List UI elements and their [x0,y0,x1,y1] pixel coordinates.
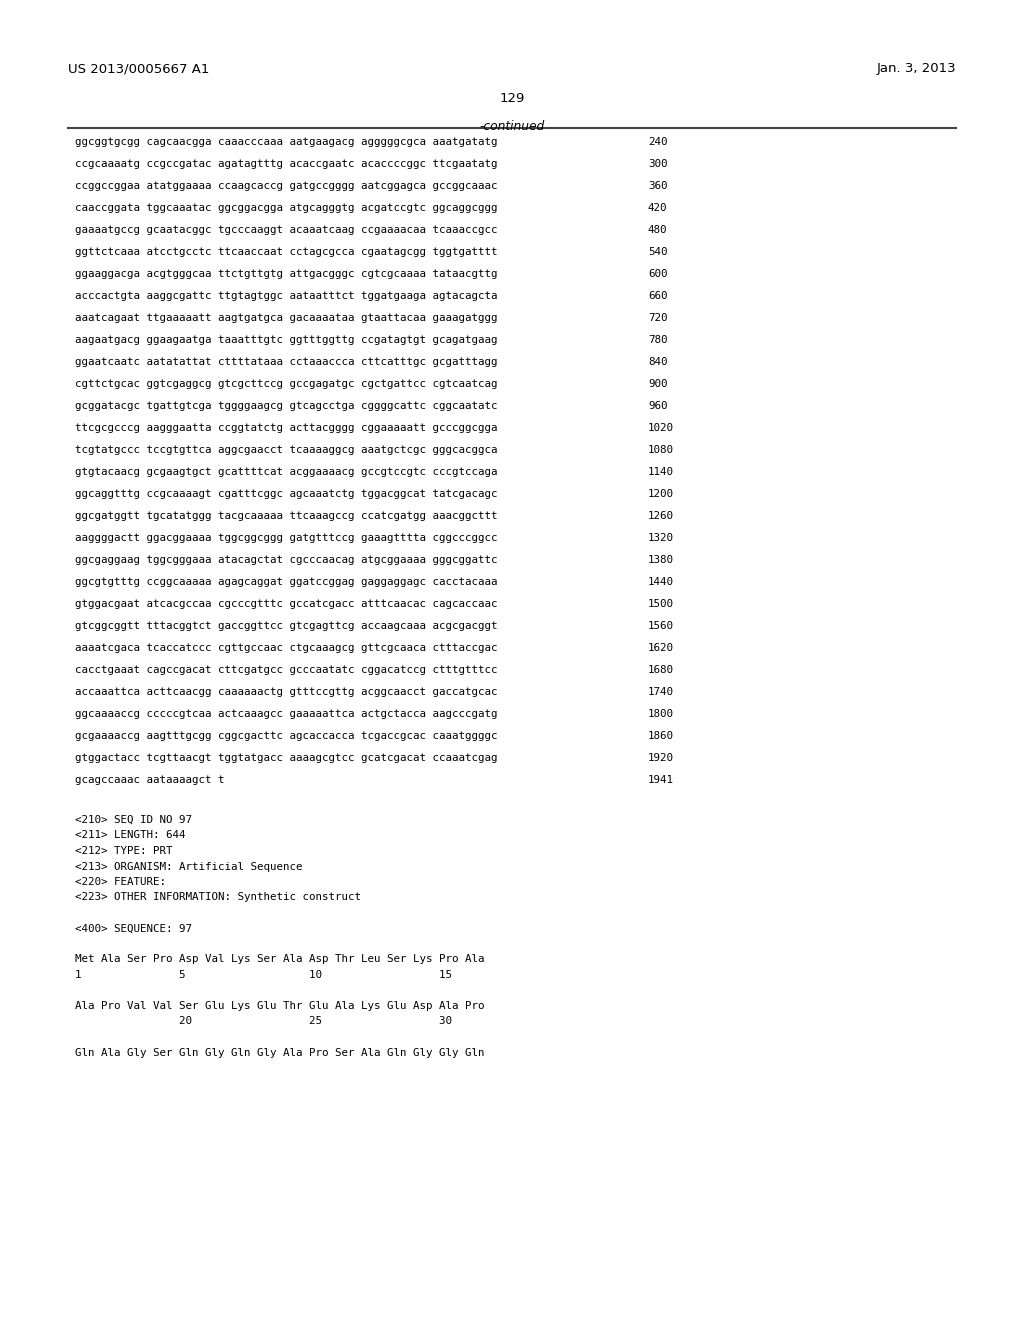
Text: cacctgaaat cagccgacat cttcgatgcc gcccaatatc cggacatccg ctttgtttcc: cacctgaaat cagccgacat cttcgatgcc gcccaat… [75,665,498,675]
Text: <220> FEATURE:: <220> FEATURE: [75,876,166,887]
Text: <223> OTHER INFORMATION: Synthetic construct: <223> OTHER INFORMATION: Synthetic const… [75,892,361,903]
Text: 20                  25                  30: 20 25 30 [75,1016,452,1027]
Text: ggaatcaatc aatatattat cttttataaa cctaaaccca cttcatttgc gcgatttagg: ggaatcaatc aatatattat cttttataaa cctaaac… [75,356,498,367]
Text: gaaaatgccg gcaatacggc tgcccaaggt acaaatcaag ccgaaaacaa tcaaaccgcc: gaaaatgccg gcaatacggc tgcccaaggt acaaatc… [75,224,498,235]
Text: 1260: 1260 [648,511,674,521]
Text: 1860: 1860 [648,731,674,741]
Text: gcagccaaac aataaaagct t: gcagccaaac aataaaagct t [75,775,224,785]
Text: cgttctgcac ggtcgaggcg gtcgcttccg gccgagatgc cgctgattcc cgtcaatcag: cgttctgcac ggtcgaggcg gtcgcttccg gccgaga… [75,379,498,389]
Text: US 2013/0005667 A1: US 2013/0005667 A1 [68,62,209,75]
Text: ggcggtgcgg cagcaacgga caaacccaaa aatgaagacg agggggcgca aaatgatatg: ggcggtgcgg cagcaacgga caaacccaaa aatgaag… [75,137,498,147]
Text: 1080: 1080 [648,445,674,455]
Text: <211> LENGTH: 644: <211> LENGTH: 644 [75,830,185,841]
Text: 660: 660 [648,290,668,301]
Text: aaggggactt ggacggaaaa tggcggcggg gatgtttccg gaaagtttta cggcccggcc: aaggggactt ggacggaaaa tggcggcggg gatgttt… [75,533,498,543]
Text: 1941: 1941 [648,775,674,785]
Text: Met Ala Ser Pro Asp Val Lys Ser Ala Asp Thr Leu Ser Lys Pro Ala: Met Ala Ser Pro Asp Val Lys Ser Ala Asp … [75,954,484,965]
Text: 1740: 1740 [648,686,674,697]
Text: 1440: 1440 [648,577,674,587]
Text: gcggatacgc tgattgtcga tggggaagcg gtcagcctga cggggcattc cggcaatatc: gcggatacgc tgattgtcga tggggaagcg gtcagcc… [75,401,498,411]
Text: ggaaggacga acgtgggcaa ttctgttgtg attgacgggc cgtcgcaaaa tataacgttg: ggaaggacga acgtgggcaa ttctgttgtg attgacg… [75,269,498,279]
Text: 1140: 1140 [648,467,674,477]
Text: 480: 480 [648,224,668,235]
Text: 1620: 1620 [648,643,674,653]
Text: 240: 240 [648,137,668,147]
Text: ttcgcgcccg aagggaatta ccggtatctg acttacgggg cggaaaaatt gcccggcgga: ttcgcgcccg aagggaatta ccggtatctg acttacg… [75,422,498,433]
Text: 720: 720 [648,313,668,323]
Text: acccactgta aaggcgattc ttgtagtggc aataatttct tggatgaaga agtacagcta: acccactgta aaggcgattc ttgtagtggc aataatt… [75,290,498,301]
Text: 1800: 1800 [648,709,674,719]
Text: gtcggcggtt tttacggtct gaccggttcc gtcgagttcg accaagcaaa acgcgacggt: gtcggcggtt tttacggtct gaccggttcc gtcgagt… [75,620,498,631]
Text: 540: 540 [648,247,668,257]
Text: ggcaaaaccg cccccgtcaa actcaaagcc gaaaaattca actgctacca aagcccgatg: ggcaaaaccg cccccgtcaa actcaaagcc gaaaaat… [75,709,498,719]
Text: 960: 960 [648,401,668,411]
Text: 780: 780 [648,335,668,345]
Text: gtgtacaacg gcgaagtgct gcattttcat acggaaaacg gccgtccgtc cccgtccaga: gtgtacaacg gcgaagtgct gcattttcat acggaaa… [75,467,498,477]
Text: 360: 360 [648,181,668,191]
Text: 900: 900 [648,379,668,389]
Text: 300: 300 [648,158,668,169]
Text: gcgaaaaccg aagtttgcgg cggcgacttc agcaccacca tcgaccgcac caaatggggc: gcgaaaaccg aagtttgcgg cggcgacttc agcacca… [75,731,498,741]
Text: ggcgaggaag tggcgggaaa atacagctat cgcccaacag atgcggaaaa gggcggattc: ggcgaggaag tggcgggaaa atacagctat cgcccaa… [75,554,498,565]
Text: aaatcagaat ttgaaaaatt aagtgatgca gacaaaataa gtaattacaa gaaagatggg: aaatcagaat ttgaaaaatt aagtgatgca gacaaaa… [75,313,498,323]
Text: ggttctcaaa atcctgcctc ttcaaccaat cctagcgcca cgaatagcgg tggtgatttt: ggttctcaaa atcctgcctc ttcaaccaat cctagcg… [75,247,498,257]
Text: accaaattca acttcaacgg caaaaaactg gtttccgttg acggcaacct gaccatgcac: accaaattca acttcaacgg caaaaaactg gtttccg… [75,686,498,697]
Text: 600: 600 [648,269,668,279]
Text: ccggccggaa atatggaaaa ccaagcaccg gatgccgggg aatcggagca gccggcaaac: ccggccggaa atatggaaaa ccaagcaccg gatgccg… [75,181,498,191]
Text: 1500: 1500 [648,599,674,609]
Text: <400> SEQUENCE: 97: <400> SEQUENCE: 97 [75,924,193,933]
Text: 840: 840 [648,356,668,367]
Text: 1380: 1380 [648,554,674,565]
Text: 1020: 1020 [648,422,674,433]
Text: aagaatgacg ggaagaatga taaatttgtc ggtttggttg ccgatagtgt gcagatgaag: aagaatgacg ggaagaatga taaatttgtc ggtttgg… [75,335,498,345]
Text: 420: 420 [648,203,668,213]
Text: ggcgatggtt tgcatatggg tacgcaaaaa ttcaaagccg ccatcgatgg aaacggcttt: ggcgatggtt tgcatatggg tacgcaaaaa ttcaaag… [75,511,498,521]
Text: <210> SEQ ID NO 97: <210> SEQ ID NO 97 [75,814,193,825]
Text: ggcgtgtttg ccggcaaaaa agagcaggat ggatccggag gaggaggagc cacctacaaa: ggcgtgtttg ccggcaaaaa agagcaggat ggatccg… [75,577,498,587]
Text: ggcaggtttg ccgcaaaagt cgatttcggc agcaaatctg tggacggcat tatcgacagc: ggcaggtttg ccgcaaaagt cgatttcggc agcaaat… [75,488,498,499]
Text: ccgcaaaatg ccgccgatac agatagtttg acaccgaatc acaccccggc ttcgaatatg: ccgcaaaatg ccgccgatac agatagtttg acaccga… [75,158,498,169]
Text: caaccggata tggcaaatac ggcggacgga atgcagggtg acgatccgtc ggcaggcggg: caaccggata tggcaaatac ggcggacgga atgcagg… [75,203,498,213]
Text: gtggacgaat atcacgccaa cgcccgtttc gccatcgacc atttcaacac cagcaccaac: gtggacgaat atcacgccaa cgcccgtttc gccatcg… [75,599,498,609]
Text: 1920: 1920 [648,752,674,763]
Text: Jan. 3, 2013: Jan. 3, 2013 [877,62,956,75]
Text: gtggactacc tcgttaacgt tggtatgacc aaaagcgtcc gcatcgacat ccaaatcgag: gtggactacc tcgttaacgt tggtatgacc aaaagcg… [75,752,498,763]
Text: tcgtatgccc tccgtgttca aggcgaacct tcaaaaggcg aaatgctcgc gggcacggca: tcgtatgccc tccgtgttca aggcgaacct tcaaaag… [75,445,498,455]
Text: <213> ORGANISM: Artificial Sequence: <213> ORGANISM: Artificial Sequence [75,862,302,871]
Text: -continued: -continued [479,120,545,133]
Text: aaaatcgaca tcaccatccc cgttgccaac ctgcaaagcg gttcgcaaca ctttaccgac: aaaatcgaca tcaccatccc cgttgccaac ctgcaaa… [75,643,498,653]
Text: <212> TYPE: PRT: <212> TYPE: PRT [75,846,172,855]
Text: 1200: 1200 [648,488,674,499]
Text: Ala Pro Val Val Ser Glu Lys Glu Thr Glu Ala Lys Glu Asp Ala Pro: Ala Pro Val Val Ser Glu Lys Glu Thr Glu … [75,1001,484,1011]
Text: 1680: 1680 [648,665,674,675]
Text: 1320: 1320 [648,533,674,543]
Text: Gln Ala Gly Ser Gln Gly Gln Gly Ala Pro Ser Ala Gln Gly Gly Gln: Gln Ala Gly Ser Gln Gly Gln Gly Ala Pro … [75,1048,484,1057]
Text: 129: 129 [500,92,524,106]
Text: 1               5                   10                  15: 1 5 10 15 [75,970,452,979]
Text: 1560: 1560 [648,620,674,631]
